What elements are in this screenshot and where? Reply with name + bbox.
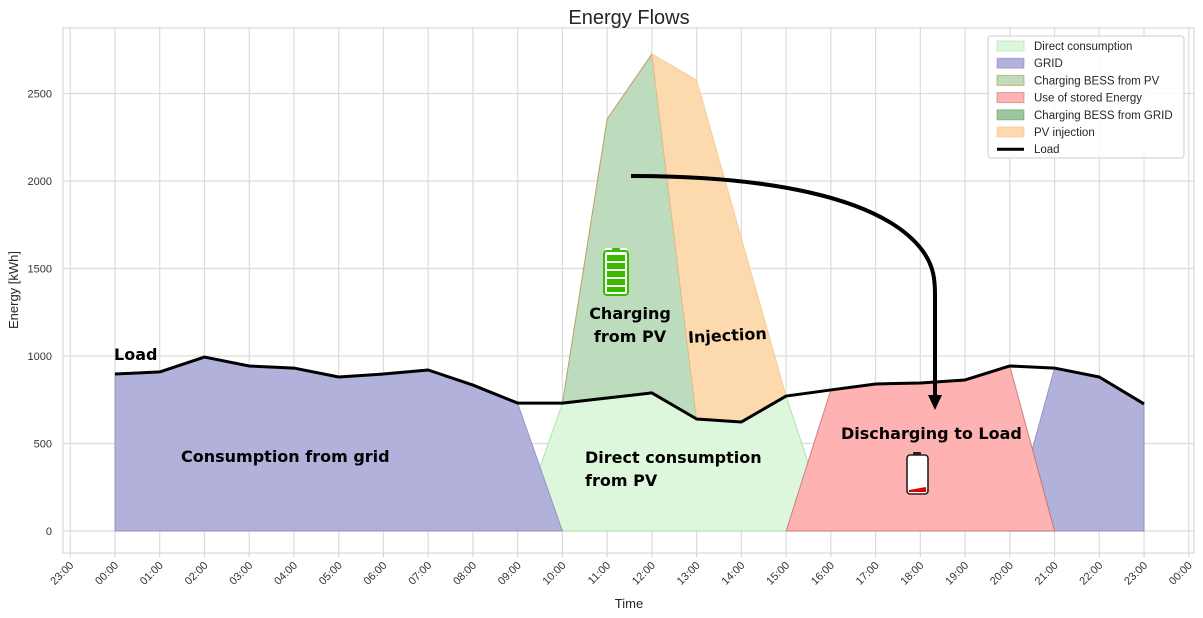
- y-tick-label: 1000: [28, 351, 52, 363]
- x-tick-label: 10:00: [541, 560, 569, 588]
- areas: [114, 52, 1145, 532]
- legend-swatch: [996, 126, 1025, 138]
- x-tick-label: 13:00: [675, 560, 703, 588]
- annotation-direct-1: Direct consumption: [585, 448, 762, 467]
- legend-label: Charging BESS from GRID: [1034, 110, 1173, 122]
- x-tick-label: 08:00: [451, 560, 479, 588]
- legend-swatch: [996, 40, 1025, 52]
- legend: Direct consumption GRID Charging BESS from…: [987, 35, 1185, 159]
- x-tick-label: 05:00: [317, 560, 345, 588]
- x-tick-label: 23:00: [1122, 560, 1150, 588]
- y-tick-label: 2500: [28, 89, 52, 101]
- annotation-charging-2: from PV: [594, 327, 667, 346]
- x-tick-label: 19:00: [943, 560, 971, 588]
- legend-swatch: [996, 92, 1025, 104]
- legend-label: GRID: [1034, 58, 1063, 70]
- x-tick-label: 20:00: [988, 560, 1016, 588]
- lines: [114, 355, 1145, 424]
- legend-label: PV injection: [1034, 127, 1095, 139]
- legend-label: Charging BESS from PV: [1034, 75, 1160, 87]
- x-axis-label: Time: [615, 596, 643, 611]
- legend-swatch: [996, 74, 1025, 86]
- y-tick-label: 1500: [28, 264, 52, 276]
- x-tick-label: 06:00: [362, 560, 390, 588]
- chart-title: Energy Flows: [568, 7, 689, 29]
- x-tick-label: 17:00: [854, 560, 882, 588]
- legend-label: Direct consumption: [1034, 41, 1132, 53]
- x-tick-label: 15:00: [764, 560, 792, 588]
- x-tick-label: 21:00: [1033, 560, 1061, 588]
- x-tick-label: 12:00: [630, 560, 658, 588]
- x-tick-label: 01:00: [138, 560, 166, 588]
- x-tick-label: 00:00: [1167, 560, 1195, 588]
- annotation-discharging: Discharging to Load: [841, 424, 1022, 443]
- annotation-injection: Injection: [688, 324, 768, 347]
- battery-full-icon: [603, 248, 629, 296]
- x-tick-label: 22:00: [1077, 560, 1105, 588]
- annotation-direct-2: from PV: [585, 471, 658, 490]
- x-tick-label: 14:00: [720, 560, 748, 588]
- curved-arrow-icon: [630, 174, 942, 410]
- x-tick-label: 09:00: [496, 560, 524, 588]
- x-tick-label: 23:00: [48, 560, 76, 588]
- y-tick-label: 500: [34, 439, 52, 451]
- legend-swatch: [996, 57, 1025, 69]
- battery-low-icon: [906, 452, 929, 495]
- x-tick-label: 18:00: [898, 560, 926, 588]
- annotation-grid: Consumption from grid: [181, 447, 390, 466]
- x-tick-label: 16:00: [809, 560, 837, 588]
- y-tick-label: 0: [46, 526, 52, 538]
- legend-label: Use of stored Energy: [1034, 93, 1142, 105]
- x-tick-label: 07:00: [406, 560, 434, 588]
- legend-swatch: [996, 109, 1025, 121]
- x-tick-label: 00:00: [93, 560, 121, 588]
- y-tick-label: 2000: [28, 176, 52, 188]
- legend-label: Load: [1034, 144, 1060, 156]
- x-tick-label: 02:00: [183, 560, 211, 588]
- y-axis-label: Energy [kWh]: [6, 251, 21, 329]
- x-tick-label: 03:00: [227, 560, 255, 588]
- annotation-load: Load: [114, 345, 157, 364]
- x-tick-label: 04:00: [272, 560, 300, 588]
- load-line: [114, 355, 1145, 424]
- x-tick-label: 11:00: [586, 560, 613, 587]
- annotation-charging-1: Charging: [589, 304, 671, 323]
